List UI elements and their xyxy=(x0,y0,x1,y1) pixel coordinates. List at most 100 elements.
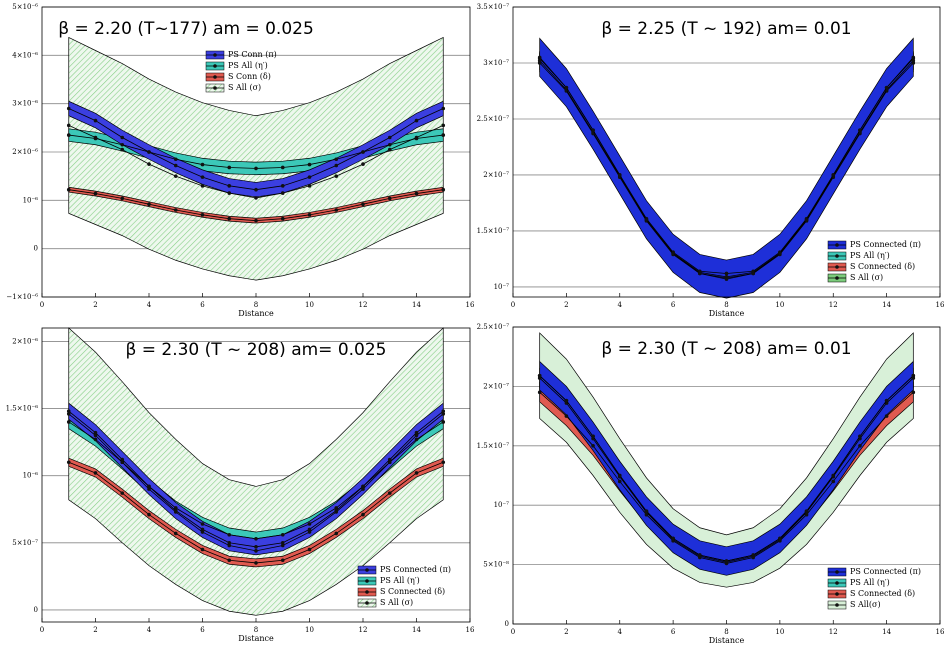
legend-dot xyxy=(213,86,217,90)
point xyxy=(361,512,365,517)
error-band xyxy=(68,36,444,281)
point xyxy=(564,398,569,403)
point xyxy=(66,460,71,465)
point xyxy=(441,106,446,111)
point xyxy=(387,196,392,201)
x-tick-label: 8 xyxy=(254,626,258,634)
x-axis-label: Distance xyxy=(709,309,745,318)
point xyxy=(361,487,365,491)
point xyxy=(254,218,258,223)
y-tick-label: 3×10⁻⁷ xyxy=(483,59,509,67)
x-tick-label: 8 xyxy=(724,628,728,636)
y-tick-label: 1.5×10⁻⁷ xyxy=(477,227,510,235)
x-tick-label: 10 xyxy=(775,628,784,636)
point xyxy=(254,196,258,200)
point xyxy=(387,457,392,462)
point xyxy=(173,163,178,168)
x-tick-label: 10 xyxy=(305,626,314,634)
error-band xyxy=(539,360,914,576)
point xyxy=(254,549,258,553)
point xyxy=(120,142,125,147)
point xyxy=(441,460,446,465)
point xyxy=(617,473,622,478)
point xyxy=(93,433,98,438)
legend-label: PS All (η′) xyxy=(228,61,268,70)
point xyxy=(858,444,862,448)
point xyxy=(120,135,125,140)
point xyxy=(644,509,649,513)
y-tick-label: 1.5×10⁻⁷ xyxy=(477,442,510,450)
point xyxy=(884,85,889,90)
legend-dot xyxy=(365,601,369,605)
point xyxy=(227,540,232,545)
legend-label: S All (σ) xyxy=(380,598,413,607)
plot-frame xyxy=(41,6,471,298)
point xyxy=(537,373,542,378)
chart-title: β = 2.30 (T ~ 208) am= 0.01 xyxy=(601,339,851,359)
point xyxy=(537,55,542,60)
x-tick-label: 12 xyxy=(829,301,838,309)
point xyxy=(200,175,205,179)
point xyxy=(334,157,339,162)
point xyxy=(414,191,419,196)
point xyxy=(537,390,542,395)
point xyxy=(564,85,569,90)
x-tick-label: 8 xyxy=(254,301,258,309)
legend-label: PS All (η′) xyxy=(850,578,890,587)
point xyxy=(307,522,312,526)
point xyxy=(644,217,649,222)
point xyxy=(441,412,446,416)
point xyxy=(564,414,569,418)
point xyxy=(120,491,125,495)
point xyxy=(280,532,285,537)
point xyxy=(441,133,446,137)
point xyxy=(93,136,98,141)
point xyxy=(120,457,125,462)
legend-dot xyxy=(213,75,217,79)
point xyxy=(280,543,285,548)
point xyxy=(93,191,98,196)
x-tick-label: 2 xyxy=(93,301,97,309)
point xyxy=(254,187,258,192)
point xyxy=(147,484,151,489)
chart-title: β = 2.30 (T ~ 208) am= 0.025 xyxy=(125,340,386,360)
point xyxy=(173,531,178,536)
legend-label: PS Connected (π) xyxy=(380,565,451,574)
point xyxy=(280,191,285,195)
point xyxy=(387,135,392,140)
point xyxy=(200,530,205,534)
legend-label: S Connected (δ) xyxy=(850,589,915,598)
point xyxy=(334,208,339,212)
y-tick-label: 10⁻⁷ xyxy=(494,283,510,291)
point xyxy=(307,527,312,532)
point xyxy=(147,487,151,491)
legend-dot xyxy=(835,592,839,596)
plot-frame xyxy=(512,6,941,298)
point xyxy=(778,251,782,256)
legend-label: S Connected (δ) xyxy=(850,262,915,271)
legend-dot xyxy=(365,590,369,594)
point xyxy=(831,173,836,177)
point xyxy=(911,390,916,395)
legend-dot xyxy=(835,276,839,280)
point xyxy=(911,373,916,378)
x-tick-label: 4 xyxy=(618,628,623,636)
point xyxy=(227,558,232,563)
y-tick-label: 3×10⁻⁶ xyxy=(12,100,38,108)
point xyxy=(831,479,836,484)
point xyxy=(200,213,205,217)
point xyxy=(66,409,71,414)
point xyxy=(441,187,446,192)
point xyxy=(414,430,419,435)
point xyxy=(66,123,71,128)
x-tick-label: 0 xyxy=(511,301,515,309)
point xyxy=(66,412,71,416)
legend-label: S All (σ) xyxy=(850,273,883,282)
x-tick-label: 6 xyxy=(200,626,205,634)
point xyxy=(537,58,542,63)
x-axis-label: Distance xyxy=(238,309,274,318)
point xyxy=(254,545,258,549)
point xyxy=(414,136,419,141)
point xyxy=(911,55,916,60)
